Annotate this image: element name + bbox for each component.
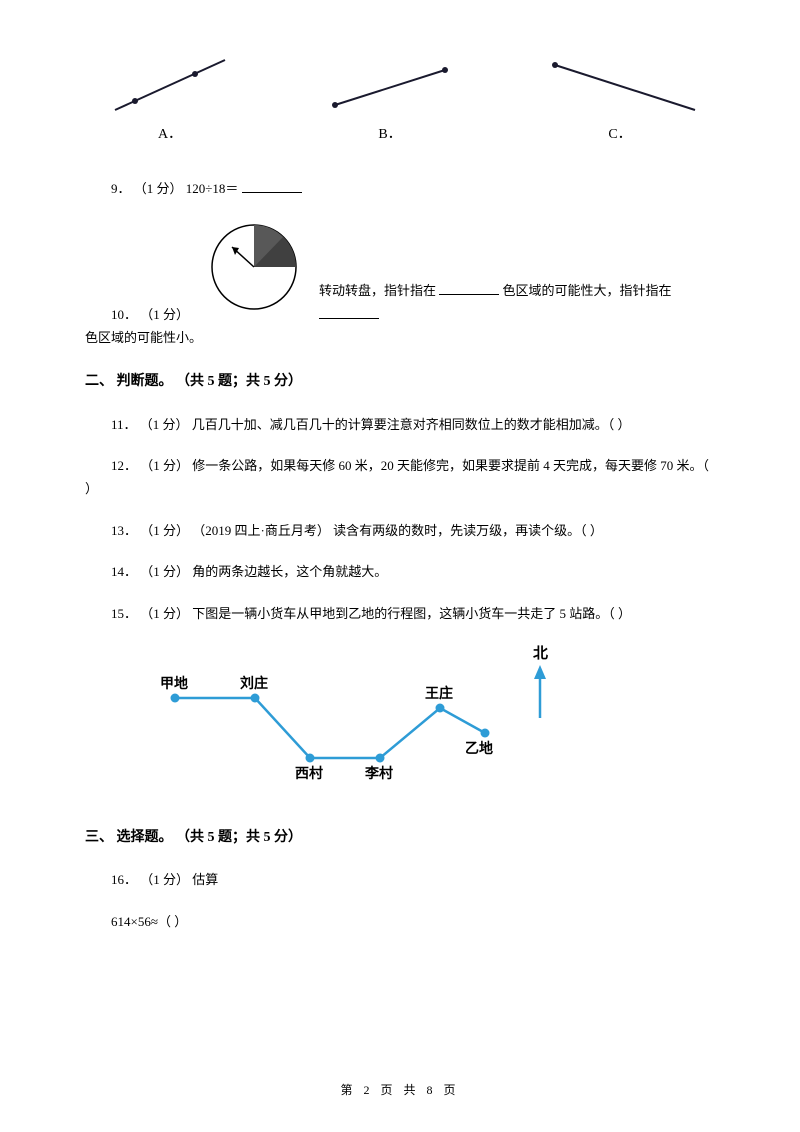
q13-text: 读含有两级的数时，先读万级，再读个级。（ ） xyxy=(333,523,603,538)
option-b: B． xyxy=(315,50,465,147)
line-c-svg xyxy=(535,50,705,120)
line-options-row: A． B． C． xyxy=(85,50,715,147)
question-14: 14． （1 分） 角的两条边越长，这个角就越大。 xyxy=(85,560,715,583)
page-footer: 第 2 页 共 8 页 xyxy=(0,1080,800,1102)
q10-blank2 xyxy=(319,305,379,319)
option-b-label: B． xyxy=(378,122,401,147)
section-2-title: 二、 判断题。 （共 5 题；共 5 分） xyxy=(85,369,715,394)
line-a-svg xyxy=(95,50,245,120)
question-11: 11． （1 分） 几百几十加、减几百几十的计算要注意对齐相同数位上的数才能相加… xyxy=(85,413,715,436)
q10-text3: 色区域的可能性小。 xyxy=(85,326,715,349)
option-a: A． xyxy=(95,50,245,147)
question-9: 9． （1 分） 120÷18＝ xyxy=(85,177,715,200)
svg-text:李村: 李村 xyxy=(364,765,393,782)
q16-sub: 614×56≈（ ） xyxy=(85,910,715,933)
q9-points: （1 分） xyxy=(134,181,183,196)
north-label: 北 xyxy=(533,645,548,662)
q10-text2: 色区域的可能性大，指针指在 xyxy=(503,283,672,298)
svg-text:西村: 西村 xyxy=(295,765,323,782)
line-b-svg xyxy=(315,50,465,120)
question-12: 12． （1 分） 修一条公路，如果每天修 60 米，20 天能修完，如果要求提… xyxy=(85,454,715,501)
q11-text: 几百几十加、减几百几十的计算要注意对齐相同数位上的数才能相加减。（ ） xyxy=(192,417,631,432)
q12-points: （1 分） xyxy=(140,458,189,473)
q10-num: 10． xyxy=(111,307,137,322)
q12-num: 12． xyxy=(111,458,137,473)
option-a-label: A． xyxy=(158,122,182,147)
route-map: 北 甲地 刘庄 西村 李村 王庄 乙地 xyxy=(145,643,715,800)
q10-points: （1 分） xyxy=(140,307,189,322)
q13-num: 13． xyxy=(111,523,137,538)
q13-extra: （2019 四上·商丘月考） xyxy=(192,523,330,538)
question-13: 13． （1 分） （2019 四上·商丘月考） 读含有两级的数时，先读万级，再… xyxy=(85,519,715,542)
svg-text:甲地: 甲地 xyxy=(160,675,188,692)
q16-num: 16． xyxy=(111,872,137,887)
question-10: 10． （1 分） 转动转盘，指针指在 色区域的可能性大，指针指在 色区域的可能… xyxy=(85,219,715,350)
q10-text1: 转动转盘，指针指在 xyxy=(319,283,436,298)
q9-blank xyxy=(242,179,302,193)
q11-num: 11． xyxy=(111,417,137,432)
section-3-title: 三、 选择题。 （共 5 题；共 5 分） xyxy=(85,825,715,850)
q10-blank1 xyxy=(439,281,499,295)
q9-text: 120÷18＝ xyxy=(186,181,239,196)
q16-points: （1 分） xyxy=(140,872,189,887)
svg-text:刘庄: 刘庄 xyxy=(240,675,268,692)
q16-text: 估算 xyxy=(192,872,218,887)
q15-points: （1 分） xyxy=(140,606,189,621)
q13-points: （1 分） xyxy=(140,523,189,538)
svg-text:乙地: 乙地 xyxy=(465,740,493,757)
q14-num: 14． xyxy=(111,564,137,579)
q14-points: （1 分） xyxy=(140,564,189,579)
q14-text: 角的两条边越长，这个角就越大。 xyxy=(192,564,387,579)
question-15: 15． （1 分） 下图是一辆小货车从甲地到乙地的行程图，这辆小货车一共走了 5… xyxy=(85,602,715,625)
q11-points: （1 分） xyxy=(140,417,189,432)
question-16: 16． （1 分） 估算 xyxy=(85,868,715,891)
svg-text:王庄: 王庄 xyxy=(425,685,453,702)
q15-num: 15． xyxy=(111,606,137,621)
spinner-image xyxy=(199,219,309,326)
option-c-label: C． xyxy=(608,122,631,147)
option-c: C． xyxy=(535,50,705,147)
q9-num: 9． xyxy=(111,181,131,196)
q15-text: 下图是一辆小货车从甲地到乙地的行程图，这辆小货车一共走了 5 站路。（ ） xyxy=(192,606,631,621)
